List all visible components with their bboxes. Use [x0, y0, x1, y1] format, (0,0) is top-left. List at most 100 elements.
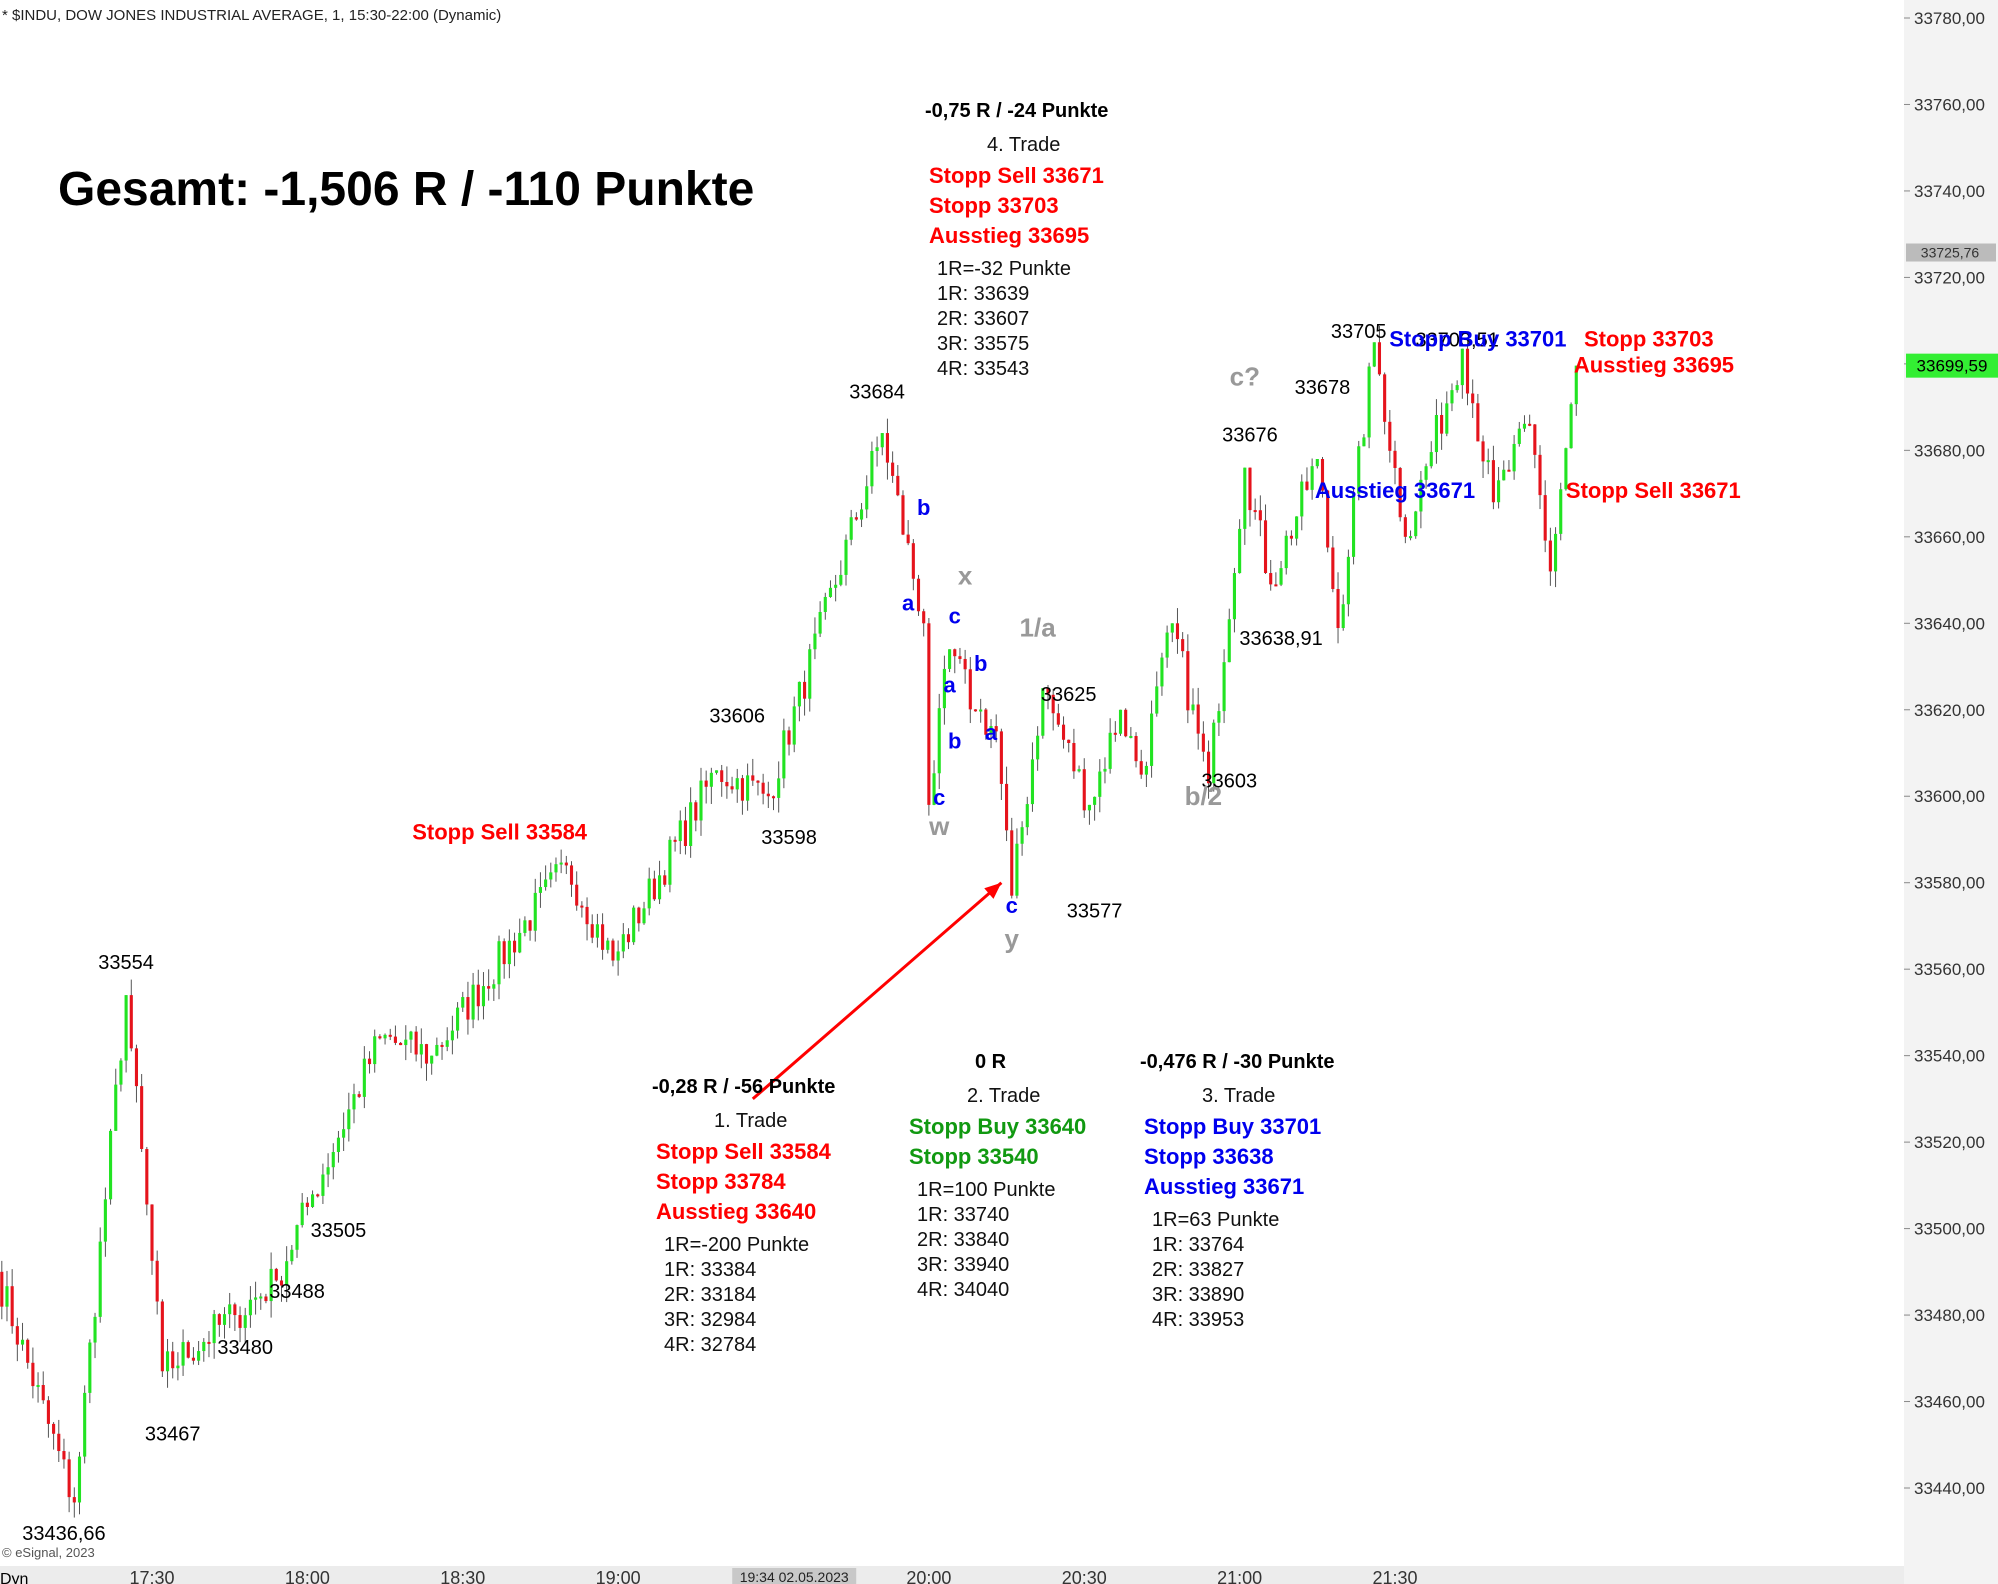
candle-up: [1517, 428, 1521, 444]
candle-down: [1528, 423, 1532, 426]
copyright: © eSignal, 2023: [2, 1545, 95, 1560]
candle-down: [885, 433, 889, 463]
candle-up: [36, 1385, 40, 1388]
pivot-label: 33703,51: [1415, 330, 1498, 352]
candle-down: [129, 995, 133, 1049]
candle-down: [896, 475, 900, 496]
price-tick-label: 33440,00: [1914, 1479, 1985, 1498]
candle-up: [714, 770, 719, 773]
candle-down: [145, 1148, 149, 1205]
candle-up: [1346, 556, 1350, 605]
candle-up: [404, 1039, 408, 1046]
trade-target: 1R=-200 Punkte: [664, 1234, 809, 1256]
candle-up: [461, 997, 465, 1008]
candle-down: [730, 786, 734, 790]
time-tick-label: 19:00: [596, 1568, 641, 1584]
candle-up: [1564, 448, 1568, 490]
candle-up: [678, 820, 682, 842]
candle-up: [124, 995, 128, 1061]
candle-down: [626, 934, 631, 943]
wave-label: c: [949, 603, 961, 628]
candle-up: [492, 984, 496, 989]
candle-down: [399, 1042, 403, 1046]
candle-down: [1481, 441, 1485, 462]
candle-down: [927, 623, 931, 805]
ref-price-label: 33725,76: [1921, 245, 1980, 261]
pivot-label: 33598: [761, 827, 817, 849]
candle-up: [181, 1342, 185, 1366]
candle-down: [1377, 342, 1382, 375]
candle-up: [103, 1199, 107, 1242]
candle-up: [254, 1297, 258, 1300]
candle-down: [1253, 510, 1257, 513]
candle-up: [93, 1316, 97, 1343]
candle-down: [1336, 589, 1340, 629]
wave-label: b/2: [1185, 781, 1223, 811]
wave-label: 1/a: [1020, 612, 1057, 642]
candle-down: [316, 1194, 320, 1197]
wave-label: c: [933, 785, 945, 810]
candle-down: [279, 1280, 284, 1286]
candle-up: [450, 1030, 454, 1041]
candle-up: [880, 433, 884, 448]
candle-up: [554, 864, 558, 873]
pivot-label: 33577: [1067, 900, 1123, 922]
time-axis-panel: [0, 1566, 1904, 1584]
time-tick-label: 18:30: [440, 1568, 485, 1584]
candle-up: [165, 1351, 170, 1372]
candle-up: [1522, 423, 1527, 429]
candle-down: [1471, 393, 1475, 404]
candle-up: [782, 730, 786, 779]
time-tick-label: 20:30: [1062, 1568, 1107, 1584]
trade-target: 3R: 33890: [1152, 1284, 1244, 1306]
candle-down: [357, 1094, 361, 1097]
pivot-label: 33467: [145, 1423, 201, 1445]
candle-up: [1150, 713, 1154, 766]
level-label: Stopp Sell 33584: [412, 819, 588, 844]
candle-down: [1383, 374, 1387, 422]
candle-up: [222, 1314, 227, 1325]
candle-up: [1295, 516, 1299, 539]
candle-up: [507, 940, 511, 965]
candle-down: [973, 709, 978, 712]
price-tick-label: 33480,00: [1914, 1306, 1985, 1325]
candle-up: [1212, 722, 1216, 784]
candle-down: [140, 1086, 144, 1149]
candle-up: [212, 1314, 216, 1344]
candle-up: [1108, 732, 1112, 769]
candle-up: [331, 1152, 335, 1168]
candle-up: [735, 778, 739, 790]
candle-up: [1243, 467, 1247, 529]
trade-box-4: -0,75 R / -24 Punkte 4. Trade Stopp Sell 3…: [925, 100, 1108, 380]
candle-up: [1118, 709, 1123, 734]
corner-label[interactable]: Dyn: [0, 1571, 28, 1584]
candle-down: [564, 862, 568, 866]
trade-order: Stopp Sell 33671: [929, 163, 1104, 188]
trade-target: 4R: 33543: [937, 358, 1029, 380]
summary-title: Gesamt: -1,506 R / -110 Punkte: [58, 163, 754, 216]
trade-boxes: -0,28 R / -56 Punkte 1. Trade Stopp Sell 3…: [652, 100, 1335, 1356]
candle-up: [544, 879, 548, 888]
candle-up: [559, 862, 563, 865]
level-label: Stopp Sell 33671: [1566, 478, 1741, 503]
candle-down: [1206, 751, 1211, 784]
candle-up: [248, 1299, 252, 1316]
pivot-label: 33480: [217, 1337, 273, 1359]
candle-down: [1005, 783, 1009, 831]
candle-up: [1502, 469, 1506, 481]
wave-label: c: [1006, 893, 1018, 918]
trade-target: 4R: 34040: [917, 1279, 1009, 1301]
level-label: Ausstieg 33671: [1315, 478, 1475, 503]
candle-down: [440, 1044, 444, 1047]
candle-down: [512, 940, 517, 953]
level-label: Ausstieg 33695: [1574, 353, 1734, 378]
candle-up: [828, 587, 833, 597]
candle-down: [1398, 467, 1402, 518]
candle-up: [1191, 704, 1195, 711]
candle-up: [818, 611, 822, 634]
candle-down: [388, 1034, 392, 1037]
candle-up: [497, 941, 501, 985]
candle-up: [689, 802, 693, 847]
wave-label: x: [958, 560, 973, 590]
